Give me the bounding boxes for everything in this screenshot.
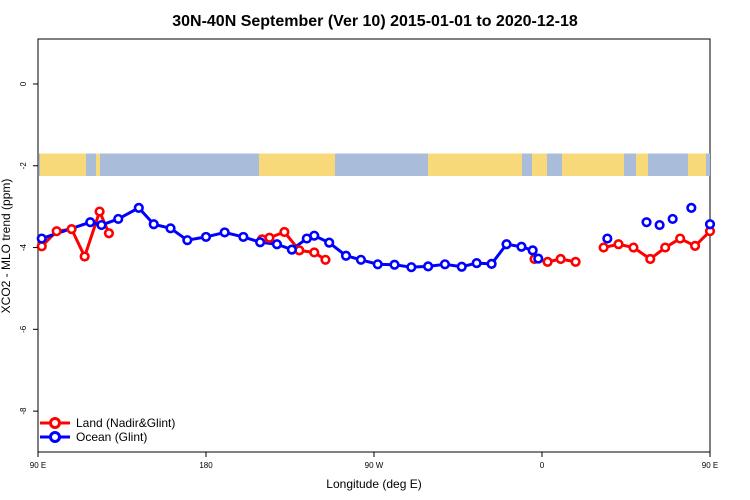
data-point-1 (271, 239, 283, 250)
data-point-1 (309, 230, 320, 241)
data-point-1 (423, 261, 434, 272)
data-point-1 (113, 213, 124, 225)
data-point-1 (96, 219, 107, 231)
data-point-1 (406, 262, 417, 273)
x-tick-label: 90 W (365, 461, 384, 470)
map-land (259, 153, 335, 176)
data-point-1 (527, 245, 538, 256)
chart-title: 30N-40N September (Ver 10) 2015-01-01 to… (172, 13, 578, 30)
data-point-0 (309, 247, 320, 258)
y-axis-ticks: 0 -2 -4 -6 -8 (19, 81, 38, 415)
legend: Land (Nadir&Glint) Ocean (Glint) (40, 416, 175, 444)
data-point-1 (340, 250, 352, 261)
map-land (40, 153, 86, 176)
data-point-1 (286, 244, 297, 255)
data-point-1 (501, 239, 512, 250)
data-point-1 (654, 219, 665, 231)
data-point-0 (628, 242, 639, 253)
data-point-1 (486, 258, 497, 270)
legend-land-label: Land (Nadir&Glint) (76, 416, 175, 430)
y-tick-label: -4 (19, 243, 28, 251)
data-point-1 (182, 235, 193, 246)
legend-ocean-label: Ocean (Glint) (76, 430, 147, 444)
data-point-1 (219, 227, 230, 238)
data-point-1 (255, 237, 266, 248)
y-tick-label: -6 (19, 325, 28, 333)
data-point-0 (555, 253, 566, 265)
data-point-0 (264, 232, 275, 243)
data-point-1 (456, 261, 467, 272)
data-point-1 (133, 202, 144, 213)
data-point-0 (51, 226, 62, 237)
data-point-0 (36, 241, 47, 252)
map-land (428, 153, 522, 176)
data-point-0 (689, 240, 701, 252)
data-point-0 (79, 251, 90, 262)
data-point-0 (66, 224, 77, 235)
series-line-1 (313, 234, 540, 269)
x-tick-label: 90 E (702, 461, 718, 470)
data-point-0 (94, 206, 105, 217)
legend-land-marker (49, 417, 61, 429)
data-point-1 (471, 257, 482, 269)
data-point-0 (320, 254, 331, 265)
data-point-0 (675, 233, 686, 244)
data-point-1 (439, 259, 451, 270)
legend-ocean-marker (49, 431, 61, 443)
data-point-1 (85, 217, 96, 228)
x-tick-label: 0 (540, 461, 545, 470)
data-point-1 (641, 217, 652, 228)
y-tick-label: -8 (19, 407, 28, 415)
data-point-1 (355, 254, 367, 265)
y-tick-label: 0 (19, 81, 28, 86)
map-land (636, 153, 648, 176)
map-land (96, 153, 100, 176)
data-point-0 (613, 239, 624, 250)
data-point-0 (570, 256, 581, 267)
world-map-strip (39, 153, 710, 176)
data-point-1 (165, 223, 176, 234)
map-land (562, 153, 624, 176)
data-point-0 (103, 228, 115, 239)
data-point-1 (148, 219, 159, 230)
x-axis-ticks: 90 E 180 90 W 0 90 E (30, 452, 718, 470)
y-tick-label: -2 (19, 162, 28, 170)
x-tick-label: 90 E (30, 461, 46, 470)
data-point-1 (36, 233, 47, 244)
map-land (688, 153, 706, 176)
data-point-1 (372, 259, 383, 270)
data-point-1 (516, 241, 527, 252)
data-point-0 (279, 226, 290, 238)
data-point-0 (598, 242, 609, 253)
data-point-0 (660, 242, 671, 253)
data-point-1 (324, 237, 335, 248)
y-axis-label: XCO2 - MLO trend (ppm) (0, 179, 13, 314)
series-points (36, 202, 716, 273)
data-point-1 (704, 219, 716, 230)
data-point-1 (533, 253, 544, 264)
data-point-1 (389, 259, 400, 270)
map-land (532, 153, 547, 176)
x-axis-label: Longitude (deg E) (326, 477, 421, 491)
x-tick-label: 180 (199, 461, 213, 470)
data-point-1 (667, 213, 678, 225)
data-point-1 (200, 231, 212, 243)
data-point-1 (686, 202, 697, 213)
data-point-1 (602, 233, 613, 244)
data-point-0 (542, 256, 553, 267)
data-point-1 (238, 231, 249, 243)
data-point-0 (645, 253, 656, 265)
